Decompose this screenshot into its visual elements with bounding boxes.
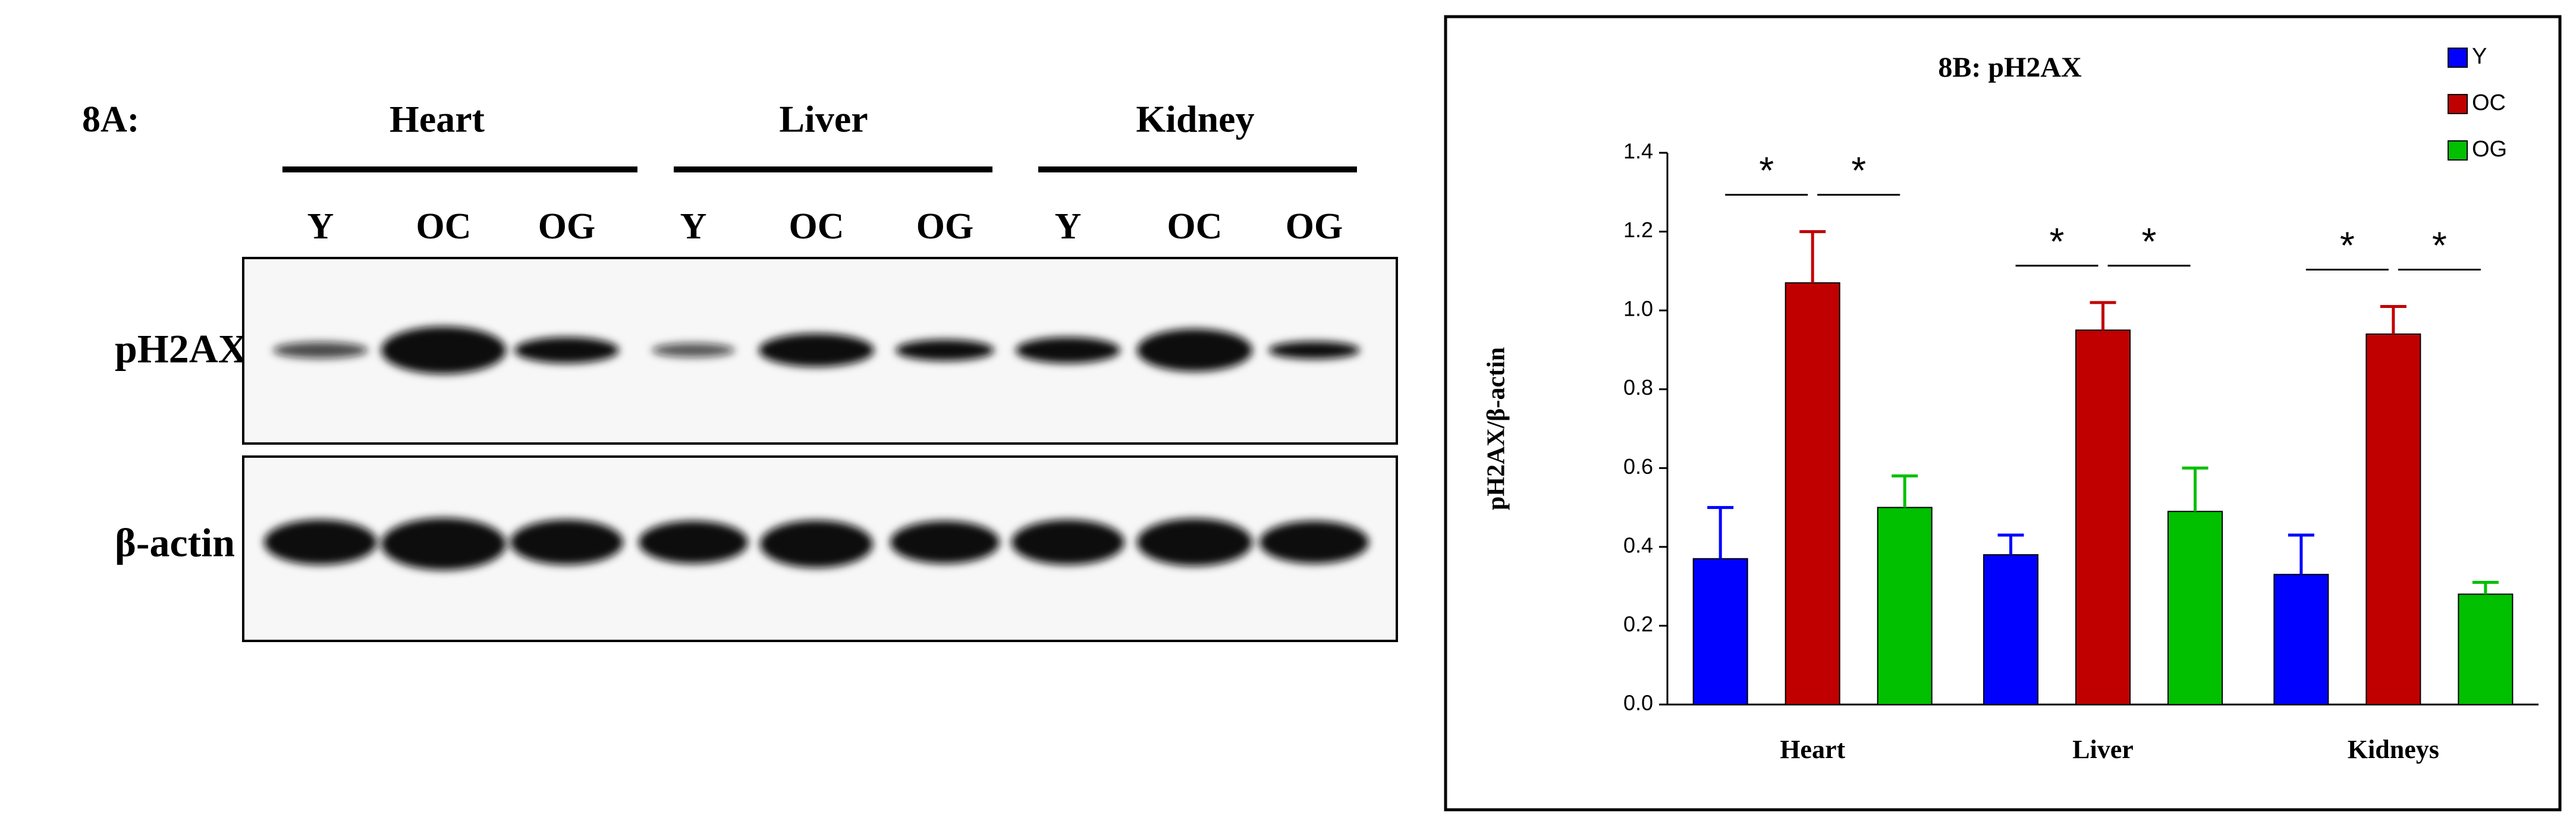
band xyxy=(652,343,735,357)
lane-label: OG xyxy=(538,206,595,247)
x-tick-label: Liver xyxy=(2072,735,2134,764)
legend-label: OC xyxy=(2472,90,2506,115)
significance-mark: * xyxy=(2340,224,2355,266)
band xyxy=(890,521,1000,564)
x-tick-label: Kidneys xyxy=(2348,735,2439,764)
tissue-label: Liver xyxy=(779,98,868,140)
bar xyxy=(2075,329,2131,705)
lane-label: OC xyxy=(789,206,844,247)
significance-mark: * xyxy=(1851,149,1866,191)
significance-mark: * xyxy=(2050,220,2065,263)
lane-label: Y xyxy=(1055,206,1082,247)
lane-label: Y xyxy=(307,206,334,247)
band xyxy=(759,334,874,367)
error-bar xyxy=(2380,305,2407,334)
bar xyxy=(2273,574,2329,705)
band xyxy=(510,520,623,565)
band xyxy=(760,520,873,568)
lane-labels: Y OC OG Y OC OG Y OC OG xyxy=(307,206,1343,247)
significance-mark: * xyxy=(2142,220,2157,263)
band xyxy=(896,339,994,361)
y-tick-label: 1.0 xyxy=(1623,297,1653,321)
tissue-label: Heart xyxy=(389,98,485,140)
bar xyxy=(1692,558,1748,705)
y-tick-label: 0.8 xyxy=(1623,375,1653,400)
lane-label: OC xyxy=(1167,206,1223,247)
bar xyxy=(2458,593,2514,706)
error-bar xyxy=(1892,474,1918,508)
band xyxy=(1259,521,1369,564)
bar xyxy=(1785,282,1840,705)
lane-label: Y xyxy=(680,206,707,247)
bar xyxy=(2167,511,2223,705)
band xyxy=(1268,341,1360,359)
error-bar xyxy=(1997,533,2024,555)
lane-label: OC xyxy=(416,206,472,247)
tissue-label: Kidney xyxy=(1136,98,1254,140)
row-label: pH2AX xyxy=(115,326,247,372)
band xyxy=(264,520,377,565)
error-bar xyxy=(1799,230,1826,283)
y-axis-label: pH2AX/β-actin xyxy=(1483,347,1510,510)
error-bar xyxy=(2182,466,2209,512)
error-bar xyxy=(2472,581,2499,595)
bar xyxy=(2365,333,2421,705)
chart-title: 8B: pH2AX xyxy=(1938,52,2082,83)
band xyxy=(1137,518,1252,566)
bar xyxy=(1877,507,1933,705)
y-tick-label: 0.2 xyxy=(1623,612,1653,636)
legend-swatch xyxy=(2448,48,2468,68)
error-bar xyxy=(1707,506,1734,559)
row-label: β-actin xyxy=(115,520,235,565)
band xyxy=(381,518,506,570)
blot-panel: 8A: Heart Liver Kidney Y OC OG Y OC OG Y OC OG p… xyxy=(82,98,1398,642)
error-bar xyxy=(2090,301,2116,331)
y-tick-label: 0.6 xyxy=(1623,454,1653,479)
band xyxy=(381,326,506,374)
y-tick-label: 1.2 xyxy=(1623,218,1653,242)
band xyxy=(273,342,368,359)
band xyxy=(1011,520,1124,565)
plot: 0.0 0.2 0.4 0.6 0.8 1.0 1.2 1.4 Heart * * Liver * * Ki… xyxy=(1623,44,2539,764)
legend-swatch xyxy=(2448,140,2468,161)
legend-label: Y xyxy=(2472,44,2487,69)
band xyxy=(514,337,619,363)
legend-swatch xyxy=(2448,94,2468,114)
x-tick-label: Heart xyxy=(1780,735,1845,764)
legend-label: OG xyxy=(2472,137,2507,162)
y-tick-label: 0.4 xyxy=(1623,533,1653,557)
panel-label: 8A: xyxy=(82,99,139,140)
significance-mark: * xyxy=(1759,149,1774,191)
band xyxy=(639,521,748,564)
y-tick-label: 1.4 xyxy=(1623,139,1653,163)
bar xyxy=(1983,554,2038,705)
error-bar xyxy=(2288,533,2314,575)
bands xyxy=(264,326,1369,570)
band xyxy=(1137,329,1252,372)
band xyxy=(1016,337,1120,363)
lane-label: OG xyxy=(916,206,973,247)
significance-mark: * xyxy=(2432,224,2447,266)
lane-label: OG xyxy=(1286,206,1343,247)
y-tick-label: 0.0 xyxy=(1623,691,1653,715)
